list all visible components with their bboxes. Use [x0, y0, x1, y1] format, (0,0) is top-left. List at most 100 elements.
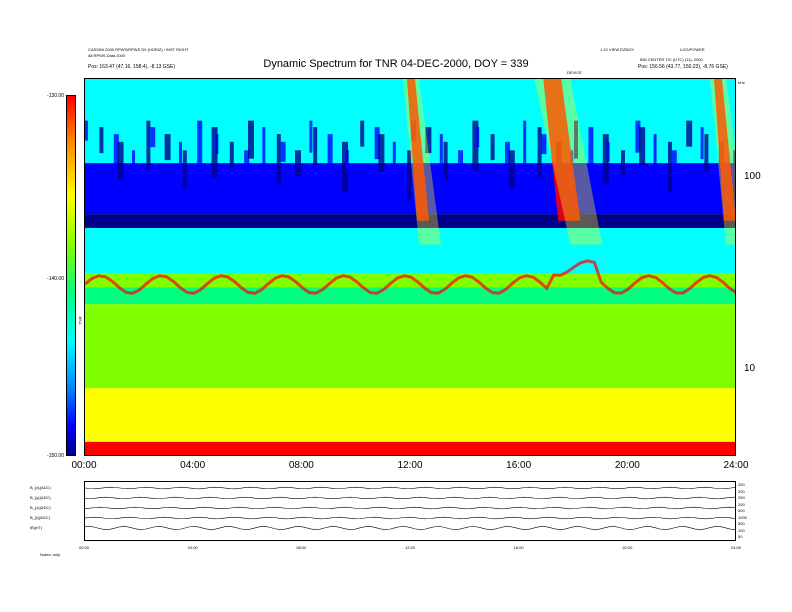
burst-halo-0 — [403, 79, 441, 245]
streak-20 — [309, 120, 313, 153]
burst-1 — [543, 79, 581, 221]
mag-right-label-2: 250 — [738, 495, 745, 500]
x-tick-label-4: 16:00 — [506, 460, 532, 471]
x-tick-label-6: 24:00 — [723, 460, 749, 471]
streak-46 — [588, 127, 594, 172]
streak-2 — [113, 134, 119, 167]
streak-10 — [197, 120, 203, 165]
streak-16 — [262, 127, 266, 172]
mag-row-label-1: B_{y}(ADC) — [30, 495, 51, 500]
dynamic-spectrum-plot — [84, 78, 736, 456]
burst-halo-2 — [709, 79, 735, 245]
mag-right-label-1: 200 — [738, 488, 745, 494]
streak-26 — [374, 127, 380, 160]
streak-40 — [523, 120, 527, 165]
streak-42 — [541, 134, 547, 155]
mag-right-label-3: 200 — [738, 501, 745, 507]
y-tick-label-1: 100 — [744, 171, 761, 183]
streak-8 — [178, 141, 182, 174]
magnetometer-panel — [84, 481, 736, 541]
mag-x-tick-5: 20:00 — [622, 545, 633, 550]
streak-50 — [635, 120, 641, 153]
streak-24 — [345, 150, 349, 171]
streak-27 — [378, 134, 385, 173]
band-lower — [85, 304, 735, 389]
streak-21 — [313, 127, 318, 166]
streak-53 — [667, 141, 672, 192]
header-info-right2: LOG/POWER — [680, 47, 705, 52]
x-tick-label-3: 12:00 — [397, 460, 423, 471]
mag-x-tick-1: 04:00 — [187, 545, 198, 550]
streak-9 — [182, 150, 187, 189]
streak-7 — [164, 134, 171, 161]
x-tick-label-1: 04:00 — [180, 460, 206, 471]
streak-4 — [131, 150, 135, 195]
streak-55 — [686, 120, 693, 147]
streak-0 — [85, 120, 88, 141]
mag-x-tick-3: 12:00 — [404, 545, 416, 550]
colorbar-label: TNR — [77, 316, 83, 325]
magnetometer-svg — [84, 486, 736, 530]
streak-32 — [439, 134, 443, 167]
mag-x-tick-6: 24:00 — [730, 545, 742, 550]
mag-row-label-0: B_{x}(ADC) — [30, 485, 51, 490]
mag-x-tick-4: 16:00 — [513, 545, 524, 550]
streak-3 — [117, 141, 124, 180]
colorbar-tick-1: -140.00 — [47, 276, 64, 282]
streak-31 — [425, 127, 432, 154]
mag-trace-0 — [84, 486, 736, 490]
streak-47 — [602, 134, 609, 185]
header-info-right3: BIN CENTER TIC (UTC) (11), 2000 — [640, 57, 703, 62]
frequency-unit-label: kHz — [738, 80, 745, 85]
streak-33 — [443, 141, 448, 180]
streak-12 — [215, 134, 219, 155]
mag-right-label-5: 1000 — [738, 514, 747, 520]
streak-35 — [472, 120, 479, 171]
mag-x-tick-2: 08:00 — [296, 545, 307, 550]
streak-39 — [508, 150, 515, 189]
band-plasma-edge — [85, 273, 735, 288]
mag-x-tick-0: 00:00 — [78, 545, 90, 550]
plasma-line — [85, 259, 735, 295]
x-tick-label-5: 20:00 — [614, 460, 640, 471]
streak-59 — [733, 150, 735, 201]
header-info-line2: All RPWS Data 2000 — [88, 53, 126, 58]
x-tick-label-2: 08:00 — [288, 460, 314, 471]
mag-trace-1 — [84, 496, 736, 500]
streak-18 — [280, 141, 286, 162]
streak-25 — [360, 120, 365, 147]
mag-row-label-2: B_{z}(ADC) — [30, 505, 51, 510]
streak-17 — [276, 134, 281, 185]
mag-trace-4 — [84, 526, 736, 530]
band-mid-upper — [85, 227, 735, 274]
mag-trace-2 — [84, 506, 736, 510]
mag-right-label-4: 500 — [738, 508, 745, 513]
band-floor — [85, 441, 735, 455]
streak-15 — [248, 120, 254, 159]
streak-45 — [574, 120, 578, 159]
streak-52 — [653, 134, 657, 179]
header-info-line1: CASSINI 2000 RPWS/RPWS D0 (HORIZ) / INST… — [88, 47, 189, 52]
streak-6 — [150, 127, 156, 148]
streak-29 — [407, 150, 412, 201]
chart-title: Dynamic Spectrum for TNR 04-DEC-2000, DO… — [263, 58, 529, 70]
burst-2 — [713, 79, 735, 221]
streak-51 — [639, 127, 646, 166]
streak-57 — [704, 134, 709, 173]
streak-5 — [146, 120, 151, 171]
y-tick-label-0: 10 — [744, 362, 756, 374]
mag-right-label-8: 50 — [738, 534, 743, 539]
mag-trace-3 — [84, 516, 736, 520]
header-position-right: Pos: 156.56 (43.77, 150.23), -8.76 GSE) — [638, 64, 728, 70]
colorbar-tick-2: -150.00 — [47, 453, 64, 459]
mag-right-label-0: 250 — [738, 482, 745, 487]
footer-notes: Notes: only — [40, 552, 61, 557]
streak-38 — [504, 141, 510, 174]
burst-0 — [407, 79, 429, 221]
band-gap — [85, 214, 735, 228]
streak-22 — [327, 134, 333, 179]
mag-row-label-3: B_{t}(ADC) — [30, 515, 50, 520]
x-tick-label-0: 00:00 — [71, 460, 97, 471]
streak-13 — [229, 141, 234, 168]
streak-36 — [476, 127, 480, 148]
